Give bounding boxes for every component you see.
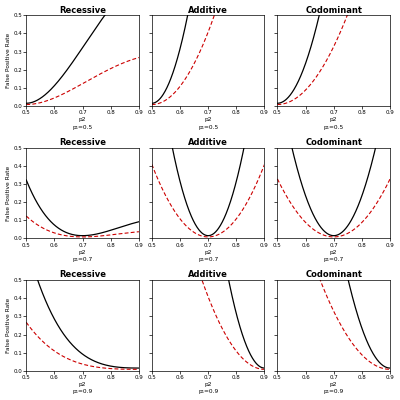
X-axis label: p2
p₁=0.9: p2 p₁=0.9 xyxy=(72,382,93,394)
Title: Additive: Additive xyxy=(188,6,228,14)
X-axis label: p2
p₁=0.5: p2 p₁=0.5 xyxy=(198,117,218,130)
X-axis label: p2
p₁=0.5: p2 p₁=0.5 xyxy=(72,117,93,130)
Title: Codominant: Codominant xyxy=(305,270,362,279)
Y-axis label: False Positive Rate: False Positive Rate xyxy=(6,298,10,353)
X-axis label: p2
p₁=0.9: p2 p₁=0.9 xyxy=(324,382,344,394)
X-axis label: p2
p₁=0.9: p2 p₁=0.9 xyxy=(198,382,218,394)
Y-axis label: False Positive Rate: False Positive Rate xyxy=(6,33,10,88)
Title: Additive: Additive xyxy=(188,138,228,147)
Title: Additive: Additive xyxy=(188,270,228,279)
Title: Recessive: Recessive xyxy=(59,6,106,14)
Y-axis label: False Positive Rate: False Positive Rate xyxy=(6,166,10,221)
Title: Recessive: Recessive xyxy=(59,138,106,147)
X-axis label: p2
p₁=0.5: p2 p₁=0.5 xyxy=(324,117,344,130)
Title: Recessive: Recessive xyxy=(59,270,106,279)
Title: Codominant: Codominant xyxy=(305,6,362,14)
X-axis label: p2
p₁=0.7: p2 p₁=0.7 xyxy=(72,250,93,262)
X-axis label: p2
p₁=0.7: p2 p₁=0.7 xyxy=(324,250,344,262)
Title: Codominant: Codominant xyxy=(305,138,362,147)
X-axis label: p2
p₁=0.7: p2 p₁=0.7 xyxy=(198,250,218,262)
